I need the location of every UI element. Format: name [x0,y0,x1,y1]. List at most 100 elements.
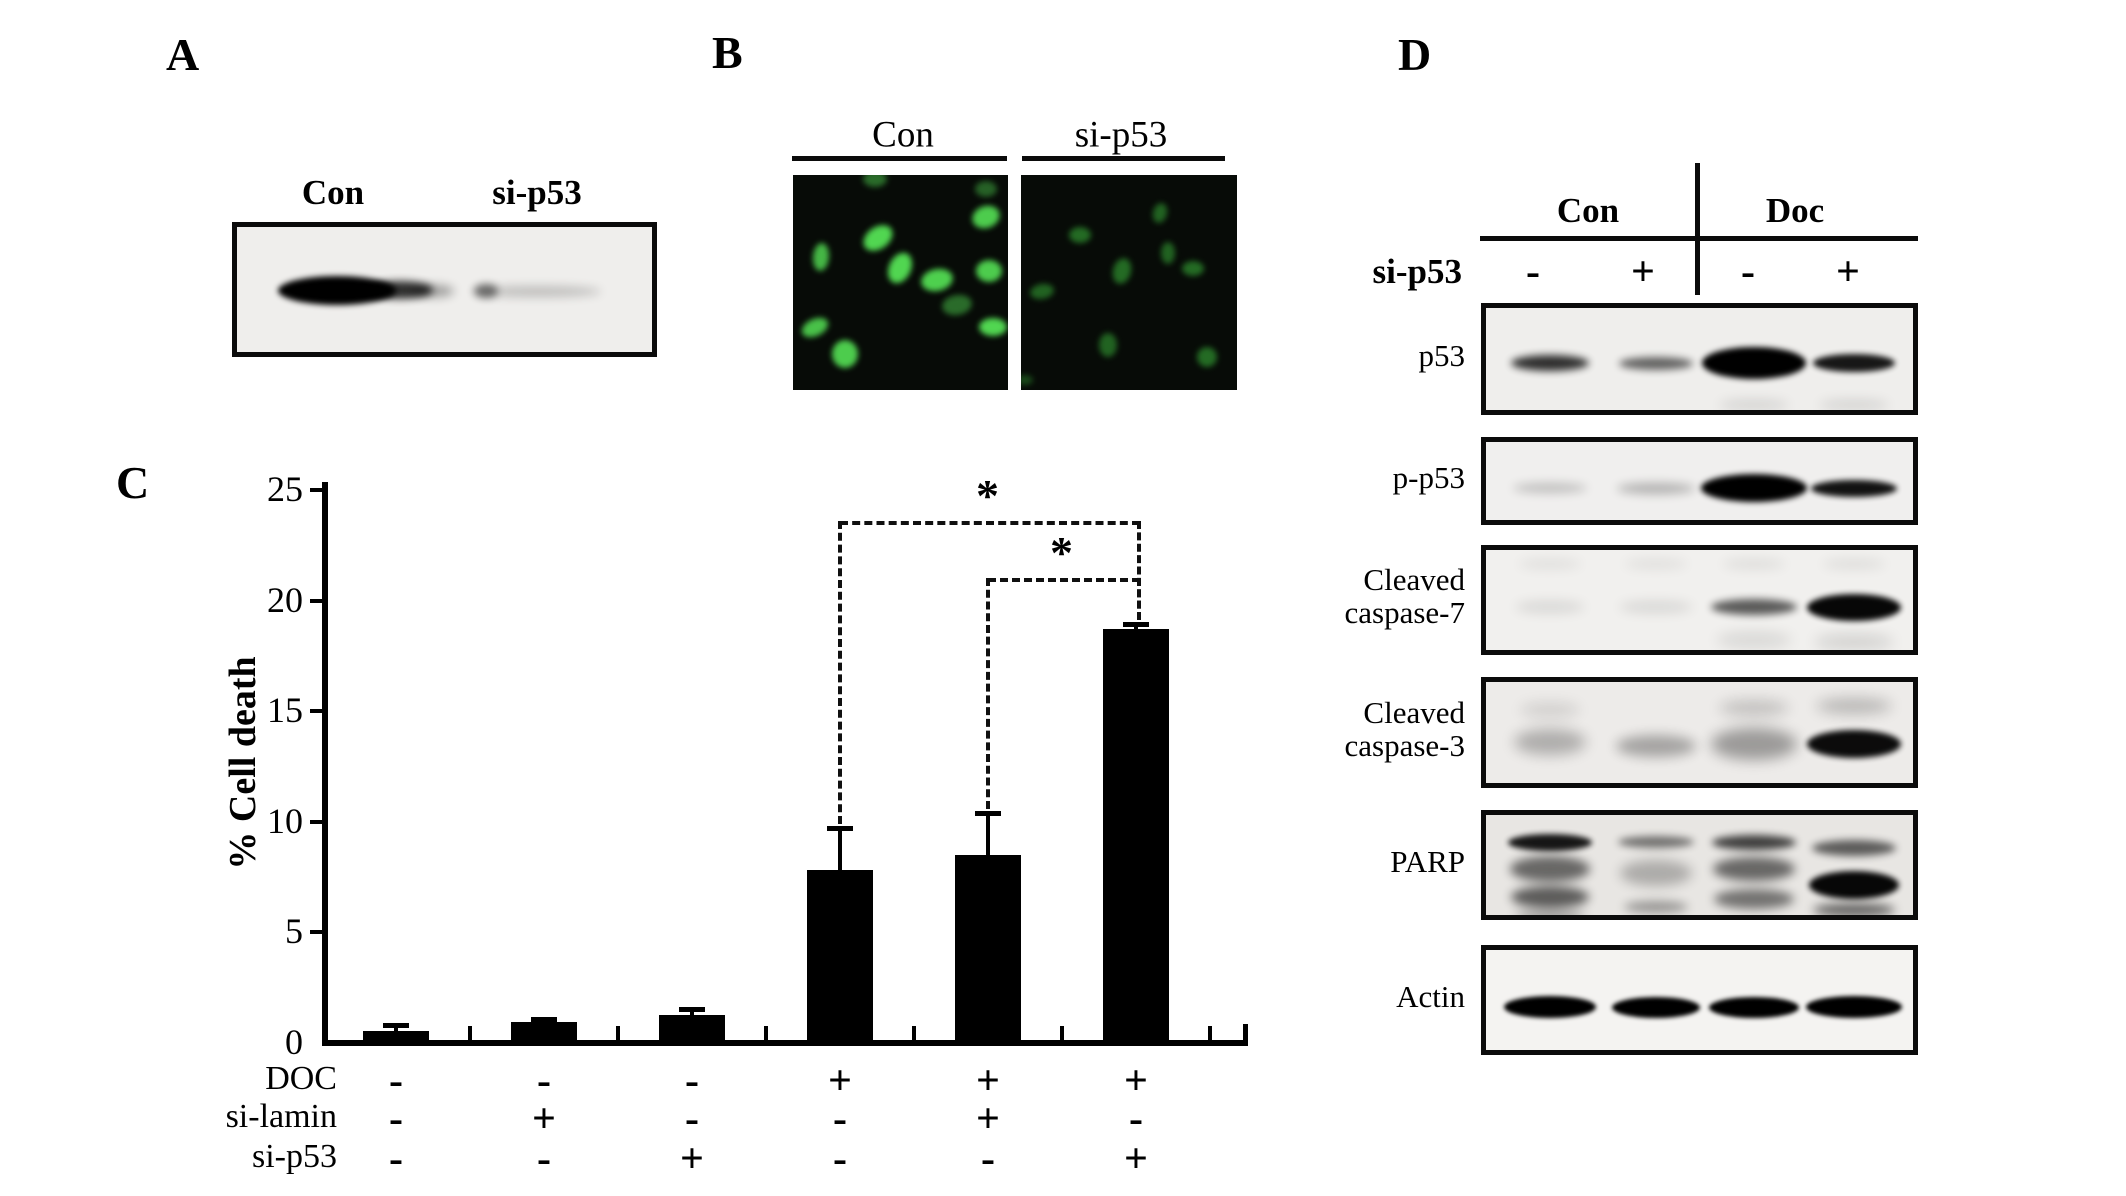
chart-y-tick-label: 5 [285,911,303,952]
blot-band [473,285,601,297]
chart-y-tick-label: 10 [267,800,303,841]
cell-nucleus [1099,333,1117,357]
panel-d-blot-box-parp [1481,810,1918,920]
significance-bracket-line [988,578,1140,583]
blot-band [1624,559,1688,569]
blot-target-label: Cleaved caspase-3 [1245,695,1466,763]
condition-sign: - [685,1096,699,1142]
panel-d-lane-sign: + [1836,249,1860,295]
blot-band [1511,886,1589,908]
cell-nucleus [863,175,887,187]
significance-star: * [1050,527,1073,579]
cell-nucleus [1197,347,1217,367]
blot-band [1617,482,1695,494]
blot-band [367,281,433,299]
blot-target-label-line: Actin [1396,979,1465,1014]
blot-band [1719,400,1789,410]
cell-nucleus [919,265,955,295]
condition-sign: + [976,1058,1000,1104]
cell-nucleus [1109,256,1135,286]
significance-bracket-leg [1137,520,1141,620]
cell-nucleus [969,201,1003,233]
condition-sign: - [389,1096,403,1142]
blot-band [1816,698,1892,714]
error-bar-cap [1123,621,1149,627]
blot-band [474,284,498,298]
chart-y-tick [310,487,322,492]
chart-x-tick [1208,1026,1212,1040]
chart-x-tick [912,1026,916,1040]
condition-sign: + [1124,1136,1148,1182]
blot-band [1806,996,1902,1018]
condition-sign: + [532,1096,556,1142]
chart-x-tick [468,1026,472,1040]
condition-sign: - [389,1058,403,1104]
blot-band [1714,889,1794,909]
chart-y-tick [310,598,322,603]
panel-a-col-label-con: Con [301,173,365,212]
error-bar-cap [679,1006,705,1012]
error-bar-cap [531,1016,557,1022]
error-bar-cap [975,810,1001,816]
panel-b-letter: B [712,27,743,78]
panel-d-lane-sign: + [1631,249,1655,295]
blot-band [1822,559,1886,569]
panel-d-group-label-con: Con [1556,191,1620,230]
significance-star: * [976,469,999,521]
cell-nucleus [1150,201,1170,225]
panel-d-blot-box-p53 [1481,303,1918,415]
blot-target-label: PARP [1245,845,1465,879]
blot-target-label: p53 [1245,338,1466,373]
bar [363,1030,429,1040]
blot-band [1619,601,1693,613]
error-bar-cap [383,1023,409,1029]
panel-b-col-label-si-p53: si-p53 [1074,114,1168,156]
blot-band [1515,601,1585,613]
chart-x-tick [616,1026,620,1040]
blot-band [1616,735,1696,757]
blot-target-label-line: p53 [1418,338,1466,373]
fluorescence-image-con [793,175,1008,390]
blot-band [1618,836,1694,848]
cell-nucleus [811,242,831,272]
blot-band [1619,356,1693,370]
blot-band [1809,871,1899,899]
condition-sign: - [685,1058,699,1104]
condition-sign: - [537,1136,551,1182]
blot-band [1702,347,1806,379]
blot-band [1813,903,1895,915]
bar [807,870,873,1040]
blot-band [1513,483,1587,493]
blot-band [1511,355,1589,371]
panel-a-blot-box [232,222,657,357]
panel-b-underline-si-p53 [1022,156,1225,161]
panel-d-si-p53-row-label: si-p53 [1372,252,1462,291]
condition-sign: + [976,1096,1000,1142]
error-bar-stem [690,1008,694,1016]
panel-d-letter: D [1398,29,1432,80]
blot-band [1520,703,1580,717]
blot-band [1722,559,1786,569]
significance-bracket-leg [838,520,842,825]
panel-d-lane-sign: - [1741,249,1755,295]
blot-band [1709,996,1799,1018]
blot-target-label-line: caspase-3 [1344,727,1466,763]
blot-band [1716,632,1792,648]
blot-band [1819,400,1889,410]
condition-sign: - [537,1058,551,1104]
condition-sign: - [389,1136,403,1182]
blot-band [1620,860,1692,886]
blot-band [1515,911,1585,915]
cell-nucleus [858,219,898,257]
panel-c-letter: C [116,457,150,508]
cell-nucleus [976,260,1002,282]
cell-nucleus [1021,375,1033,385]
blot-band [1510,856,1590,882]
blot-band [1514,729,1586,755]
panel-d-blot-box-actin [1481,945,1918,1055]
panel-d-blot-box-cleaved-caspase-3 [1481,677,1918,788]
blot-band [1508,833,1592,851]
cell-nucleus [1028,281,1056,301]
chart-y-tick-label: 25 [267,468,303,509]
